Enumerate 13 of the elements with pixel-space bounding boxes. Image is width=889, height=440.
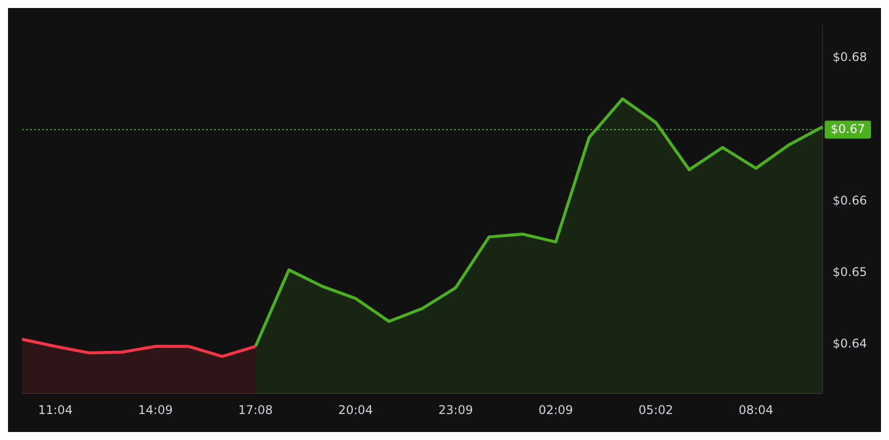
x-tick-label: 08:04 (738, 402, 774, 417)
x-tick-label: 20:04 (338, 402, 373, 417)
x-tick-label: 05:02 (638, 402, 674, 417)
x-tick-label: 11:04 (38, 402, 73, 417)
x-tick-label: 23:09 (438, 402, 473, 417)
ref-line-label: $0.67 (830, 122, 866, 136)
y-tick-label: $0.64 (832, 336, 868, 350)
y-tick-label: $0.66 (832, 193, 868, 208)
x-tick-label: 17:08 (238, 402, 273, 417)
x-tick-label: 14:09 (138, 402, 173, 417)
y-tick-label: $0.68 (832, 50, 868, 64)
x-tick-label: 02:09 (538, 402, 574, 417)
y-tick-label: $0.65 (832, 264, 868, 279)
